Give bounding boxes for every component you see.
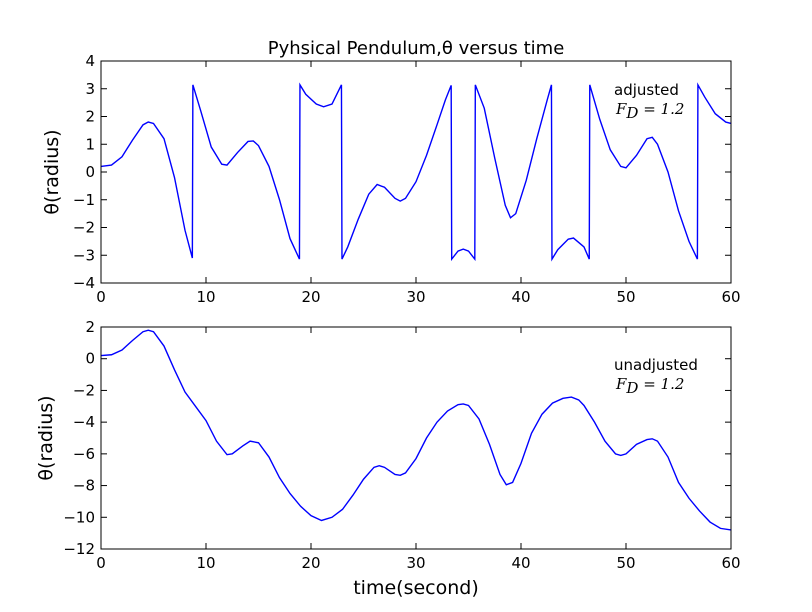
- top-ytick-label: 3: [85, 80, 95, 98]
- top-ytick-label: −3: [73, 246, 95, 264]
- top-panel-frame: [100, 60, 732, 284]
- top-panel-formula-sub: D: [625, 104, 638, 122]
- top-ytick-label: −2: [73, 219, 95, 237]
- top-ytick-label: −4: [73, 274, 95, 292]
- top-panel-series-line: [100, 82, 732, 262]
- top-ytick-label: 0: [85, 163, 95, 181]
- bottom-xtick-label: 20: [301, 554, 320, 572]
- bottom-ytick-label: −12: [63, 540, 95, 558]
- bottom-panel-formula-sub: D: [625, 379, 638, 397]
- bottom-xtick-label: 30: [406, 554, 425, 572]
- top-ytick-label: −1: [73, 191, 95, 209]
- bottom-xtick-label: 10: [196, 554, 215, 572]
- top-xtick-label: 20: [301, 288, 320, 306]
- bottom-panel-frame: [100, 326, 732, 550]
- bottom-panel-xlabel: time(second): [353, 577, 479, 599]
- top-panel-title: Pyhsical Pendulum,θ versus time: [268, 38, 565, 59]
- top-panel-ylabel: θ(radius): [41, 129, 63, 214]
- bottom-ytick-label: 0: [85, 350, 95, 368]
- top-xtick-label: 30: [406, 288, 425, 306]
- bottom-panel: time(second) θ(radius) 0 10 20 30 40 50 6020−2…: [35, 318, 741, 599]
- top-panel-annotation-formula: FD = 1.2: [615, 100, 684, 122]
- bottom-xtick-label: 50: [616, 554, 635, 572]
- bottom-ytick-label: −2: [73, 381, 95, 399]
- top-panel: Pyhsical Pendulum,θ versus time θ(radius…: [41, 38, 741, 306]
- bottom-ytick-label: −10: [63, 508, 95, 526]
- bottom-ytick-label: 2: [85, 318, 95, 336]
- bottom-xtick-label: 60: [721, 554, 740, 572]
- bottom-panel-series-line: [100, 329, 732, 531]
- top-ytick-label: 1: [85, 135, 95, 153]
- bottom-ytick-label: −6: [73, 445, 95, 463]
- bottom-panel-ylabel: θ(radius): [35, 395, 57, 480]
- top-ytick-label: 2: [85, 108, 95, 126]
- bottom-panel-annotation-formula: FD = 1.2: [615, 375, 684, 397]
- bottom-panel-formula-lhs: F: [615, 375, 627, 393]
- top-xtick-label: 50: [616, 288, 635, 306]
- bottom-ytick-label: −4: [73, 413, 95, 431]
- top-xtick-label: 60: [721, 288, 740, 306]
- bottom-panel-annotation-label: unadjusted: [614, 356, 698, 374]
- bottom-xtick-label: 40: [511, 554, 530, 572]
- top-xtick-label: 10: [196, 288, 215, 306]
- top-ytick-label: 4: [85, 52, 95, 70]
- top-panel-formula-lhs: F: [615, 100, 627, 118]
- top-xtick-label: 40: [511, 288, 530, 306]
- bottom-panel-formula-rhs: = 1.2: [638, 375, 684, 393]
- bottom-xtick-label: 0: [96, 554, 106, 572]
- top-panel-formula-rhs: = 1.2: [638, 100, 684, 118]
- top-panel-annotation-label: adjusted: [614, 81, 679, 99]
- top-xtick-label: 0: [96, 288, 106, 306]
- bottom-ytick-label: −8: [73, 477, 95, 495]
